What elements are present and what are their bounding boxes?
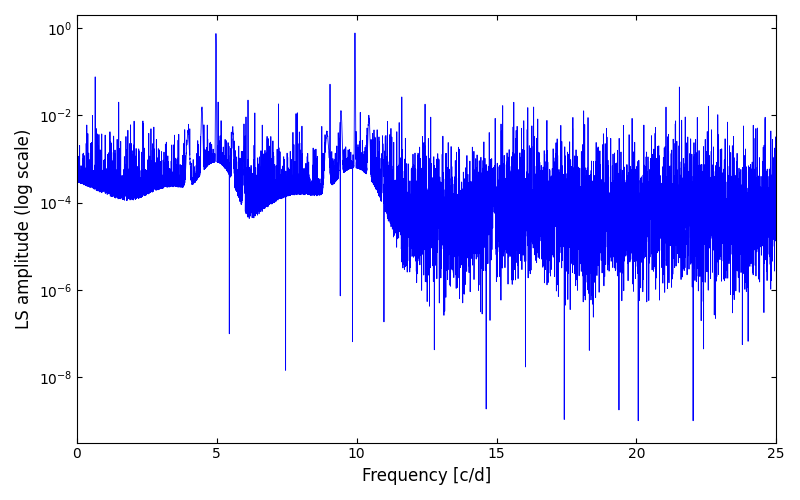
Y-axis label: LS amplitude (log scale): LS amplitude (log scale) [15, 128, 33, 329]
X-axis label: Frequency [c/d]: Frequency [c/d] [362, 467, 491, 485]
